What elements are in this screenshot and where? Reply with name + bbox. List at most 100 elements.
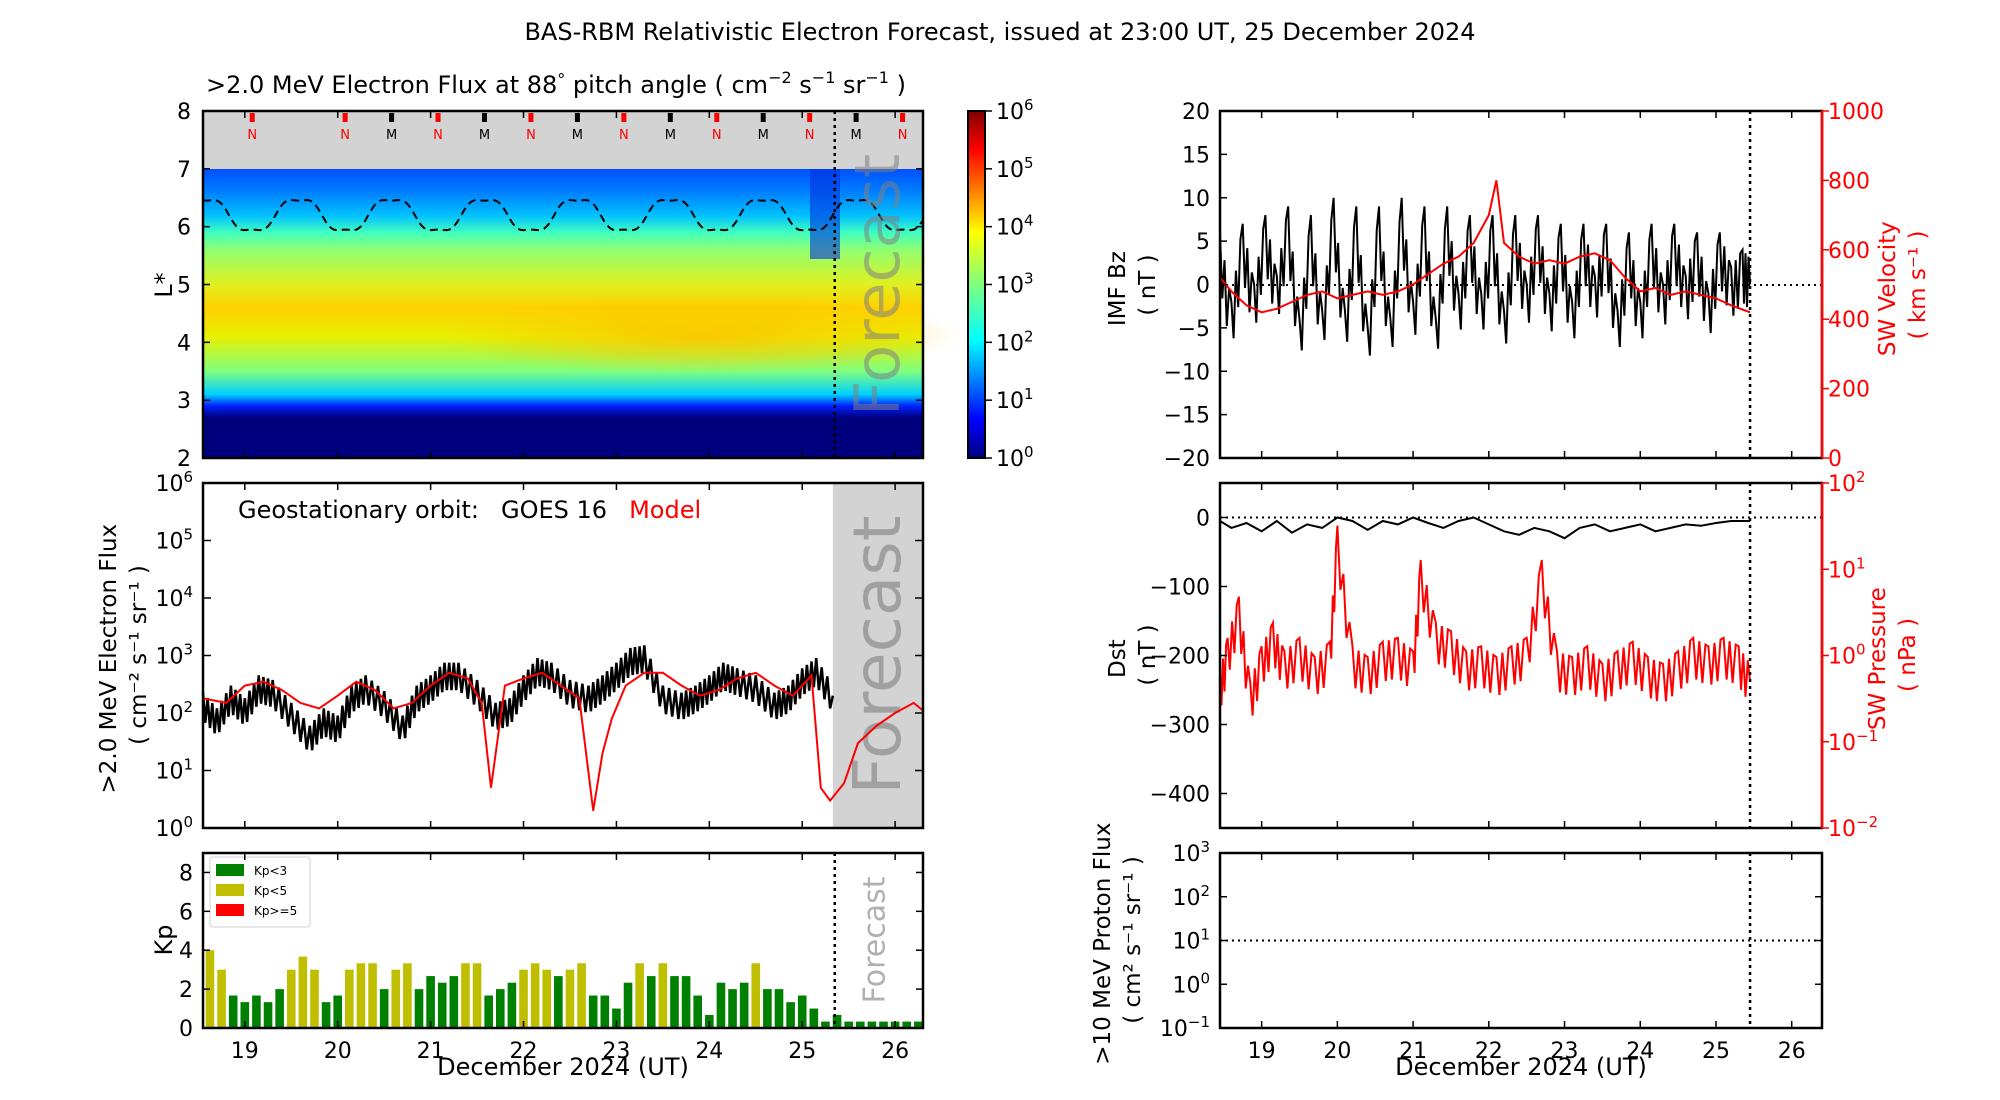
colorbar-tick-label: 102	[996, 327, 1034, 356]
kp-bar	[914, 1021, 923, 1028]
y-tick-label: −400	[1150, 783, 1210, 808]
kp-bar	[286, 969, 296, 1028]
orbit-tick	[435, 113, 441, 122]
x-tick-label: 19	[1248, 1039, 1276, 1064]
left-xlabel: December 2024 (UT)	[437, 1053, 689, 1081]
colorbar-tick-label: 101	[996, 385, 1034, 414]
geo-flux-ylabel: >2.0 MeV Electron Flux ( cm⁻² s⁻¹ sr⁻¹ )	[96, 517, 152, 794]
orbit-tick	[249, 113, 255, 122]
y-tick-label: −300	[1150, 714, 1210, 739]
kp-bar	[612, 1008, 621, 1028]
x-tick-label: 25	[1702, 1039, 1730, 1064]
kp-bar	[321, 1002, 331, 1028]
y-tick-label: 800	[1828, 169, 1870, 194]
kp-bar	[751, 963, 761, 1028]
geo-flux-panel: Forecast Geostationary orbit: GOES 16 Mode…	[96, 468, 925, 842]
orbit-tick	[900, 113, 906, 122]
y-tick-label: 102	[155, 698, 193, 727]
kp-bar	[658, 963, 668, 1028]
orbit-marker-n: N	[433, 128, 443, 143]
y-tick-label: 600	[1828, 239, 1870, 264]
kp-bar	[623, 982, 633, 1028]
kp-bar	[379, 989, 389, 1028]
flux-map-hotspot	[440, 295, 960, 375]
orbit-tick	[574, 113, 580, 122]
model-flux-line	[202, 671, 924, 811]
y-tick-label: 101	[1172, 926, 1210, 955]
y-tick-label: 0	[179, 1017, 193, 1042]
kp-bar	[821, 1021, 830, 1028]
kp-bar	[484, 995, 493, 1028]
imf-ylabel: IMF Bz ( nT )	[1105, 244, 1161, 326]
goes-flux-line	[201, 645, 835, 751]
kp-bar	[577, 963, 586, 1028]
kp-bar	[844, 1021, 853, 1028]
y-tick-label: 106	[155, 468, 193, 497]
kp-bar	[461, 963, 470, 1028]
geo-flux-y-axis: 100 101 102 103 104 105 106	[155, 468, 923, 842]
imf-panel: −20 −15 −10 −5 0 5 10 15 20 0 200 400 600 800 1000 IM…	[1105, 100, 1931, 472]
orbit-tick	[481, 113, 487, 122]
orbit-tick	[760, 113, 766, 122]
y-tick-label: −20	[1164, 447, 1210, 472]
kp-bar	[763, 989, 772, 1028]
colorbar	[967, 110, 986, 459]
proton-y-axis: 10−1 100 101 102 103	[1160, 838, 1822, 1042]
proton-panel: 10−1 100 101 102 103 19 20 21 22 23 24 25 26 >10 Me…	[1090, 823, 1824, 1081]
x-tick-label: 21	[1399, 1039, 1427, 1064]
kp-bar	[554, 976, 563, 1028]
colorbar-axis: 100 101 102 103 104 105 106	[985, 96, 1034, 472]
y-tick-label: −200	[1150, 645, 1210, 670]
x-tick-label: 22	[510, 1039, 538, 1064]
orbit-marker-n: N	[526, 128, 536, 143]
kp-bar	[356, 963, 366, 1028]
kp-bar	[228, 995, 238, 1028]
y-tick-label: 2	[179, 978, 193, 1003]
flux-map-panel: >2.0 MeV Electron Flux at 88° pitch angl…	[150, 68, 1034, 472]
legend-kp-low: Kp<3	[254, 864, 287, 878]
kp-bar	[855, 1021, 865, 1028]
y-tick-label: 0	[1196, 274, 1210, 299]
y-tick-label: 101	[1828, 554, 1866, 583]
kp-bar	[391, 969, 401, 1028]
kp-bar	[786, 1002, 795, 1028]
colorbar-tick-label: 104	[996, 212, 1034, 241]
kp-bar	[797, 995, 807, 1028]
x-tick-label: 19	[231, 1039, 259, 1064]
y-tick-label: 10−2	[1828, 813, 1878, 842]
kp-bar	[368, 963, 377, 1028]
forecast-label: Forecast	[839, 515, 916, 794]
y-tick-label: 6	[177, 216, 191, 241]
flux-map-ylabel: L*	[150, 272, 178, 297]
y-tick-label: 102	[1828, 468, 1866, 497]
y-tick-label: −5	[1178, 317, 1210, 342]
sw-pressure-y-axis: 10−2 10−1 100 101 102	[1822, 468, 1878, 842]
orbit-tick	[714, 113, 720, 122]
dst-ylabel: Dst ( nT )	[1105, 624, 1161, 685]
right-xlabel: December 2024 (UT)	[1395, 1053, 1647, 1081]
kp-bar	[449, 976, 459, 1028]
y-tick-label: 10−1	[1160, 1013, 1210, 1042]
x-tick-label: 23	[1551, 1039, 1579, 1064]
geo-flux-legend: Geostationary orbit: GOES 16 Model	[238, 496, 701, 524]
orbit-marker-n: N	[340, 128, 350, 143]
y-tick-label: 1000	[1828, 100, 1884, 125]
proton-x-axis: 19 20 21 22 23 24 25 26	[1248, 853, 1806, 1064]
kp-bar	[879, 1021, 888, 1028]
colorbar-tick-label: 100	[996, 443, 1034, 472]
dst-panel: −400 −300 −200 −100 0 10−2 10−1 100 101 102 Dst …	[1105, 468, 1921, 842]
y-tick-label: 8	[177, 100, 191, 125]
orbit-tick	[621, 113, 627, 122]
y-tick-label: 100	[1172, 969, 1210, 998]
x-tick-label: 24	[695, 1039, 723, 1064]
sw-velocity-line	[1219, 180, 1751, 314]
kp-bar	[646, 976, 656, 1028]
flux-map-nodata-region	[203, 111, 923, 169]
x-tick-label: 22	[1475, 1039, 1503, 1064]
kp-frame	[201, 851, 925, 1030]
y-tick-label: 6	[179, 900, 193, 925]
orbit-tick	[667, 113, 673, 122]
kp-bar	[716, 982, 726, 1028]
orbit-marker-m: M	[479, 128, 490, 143]
